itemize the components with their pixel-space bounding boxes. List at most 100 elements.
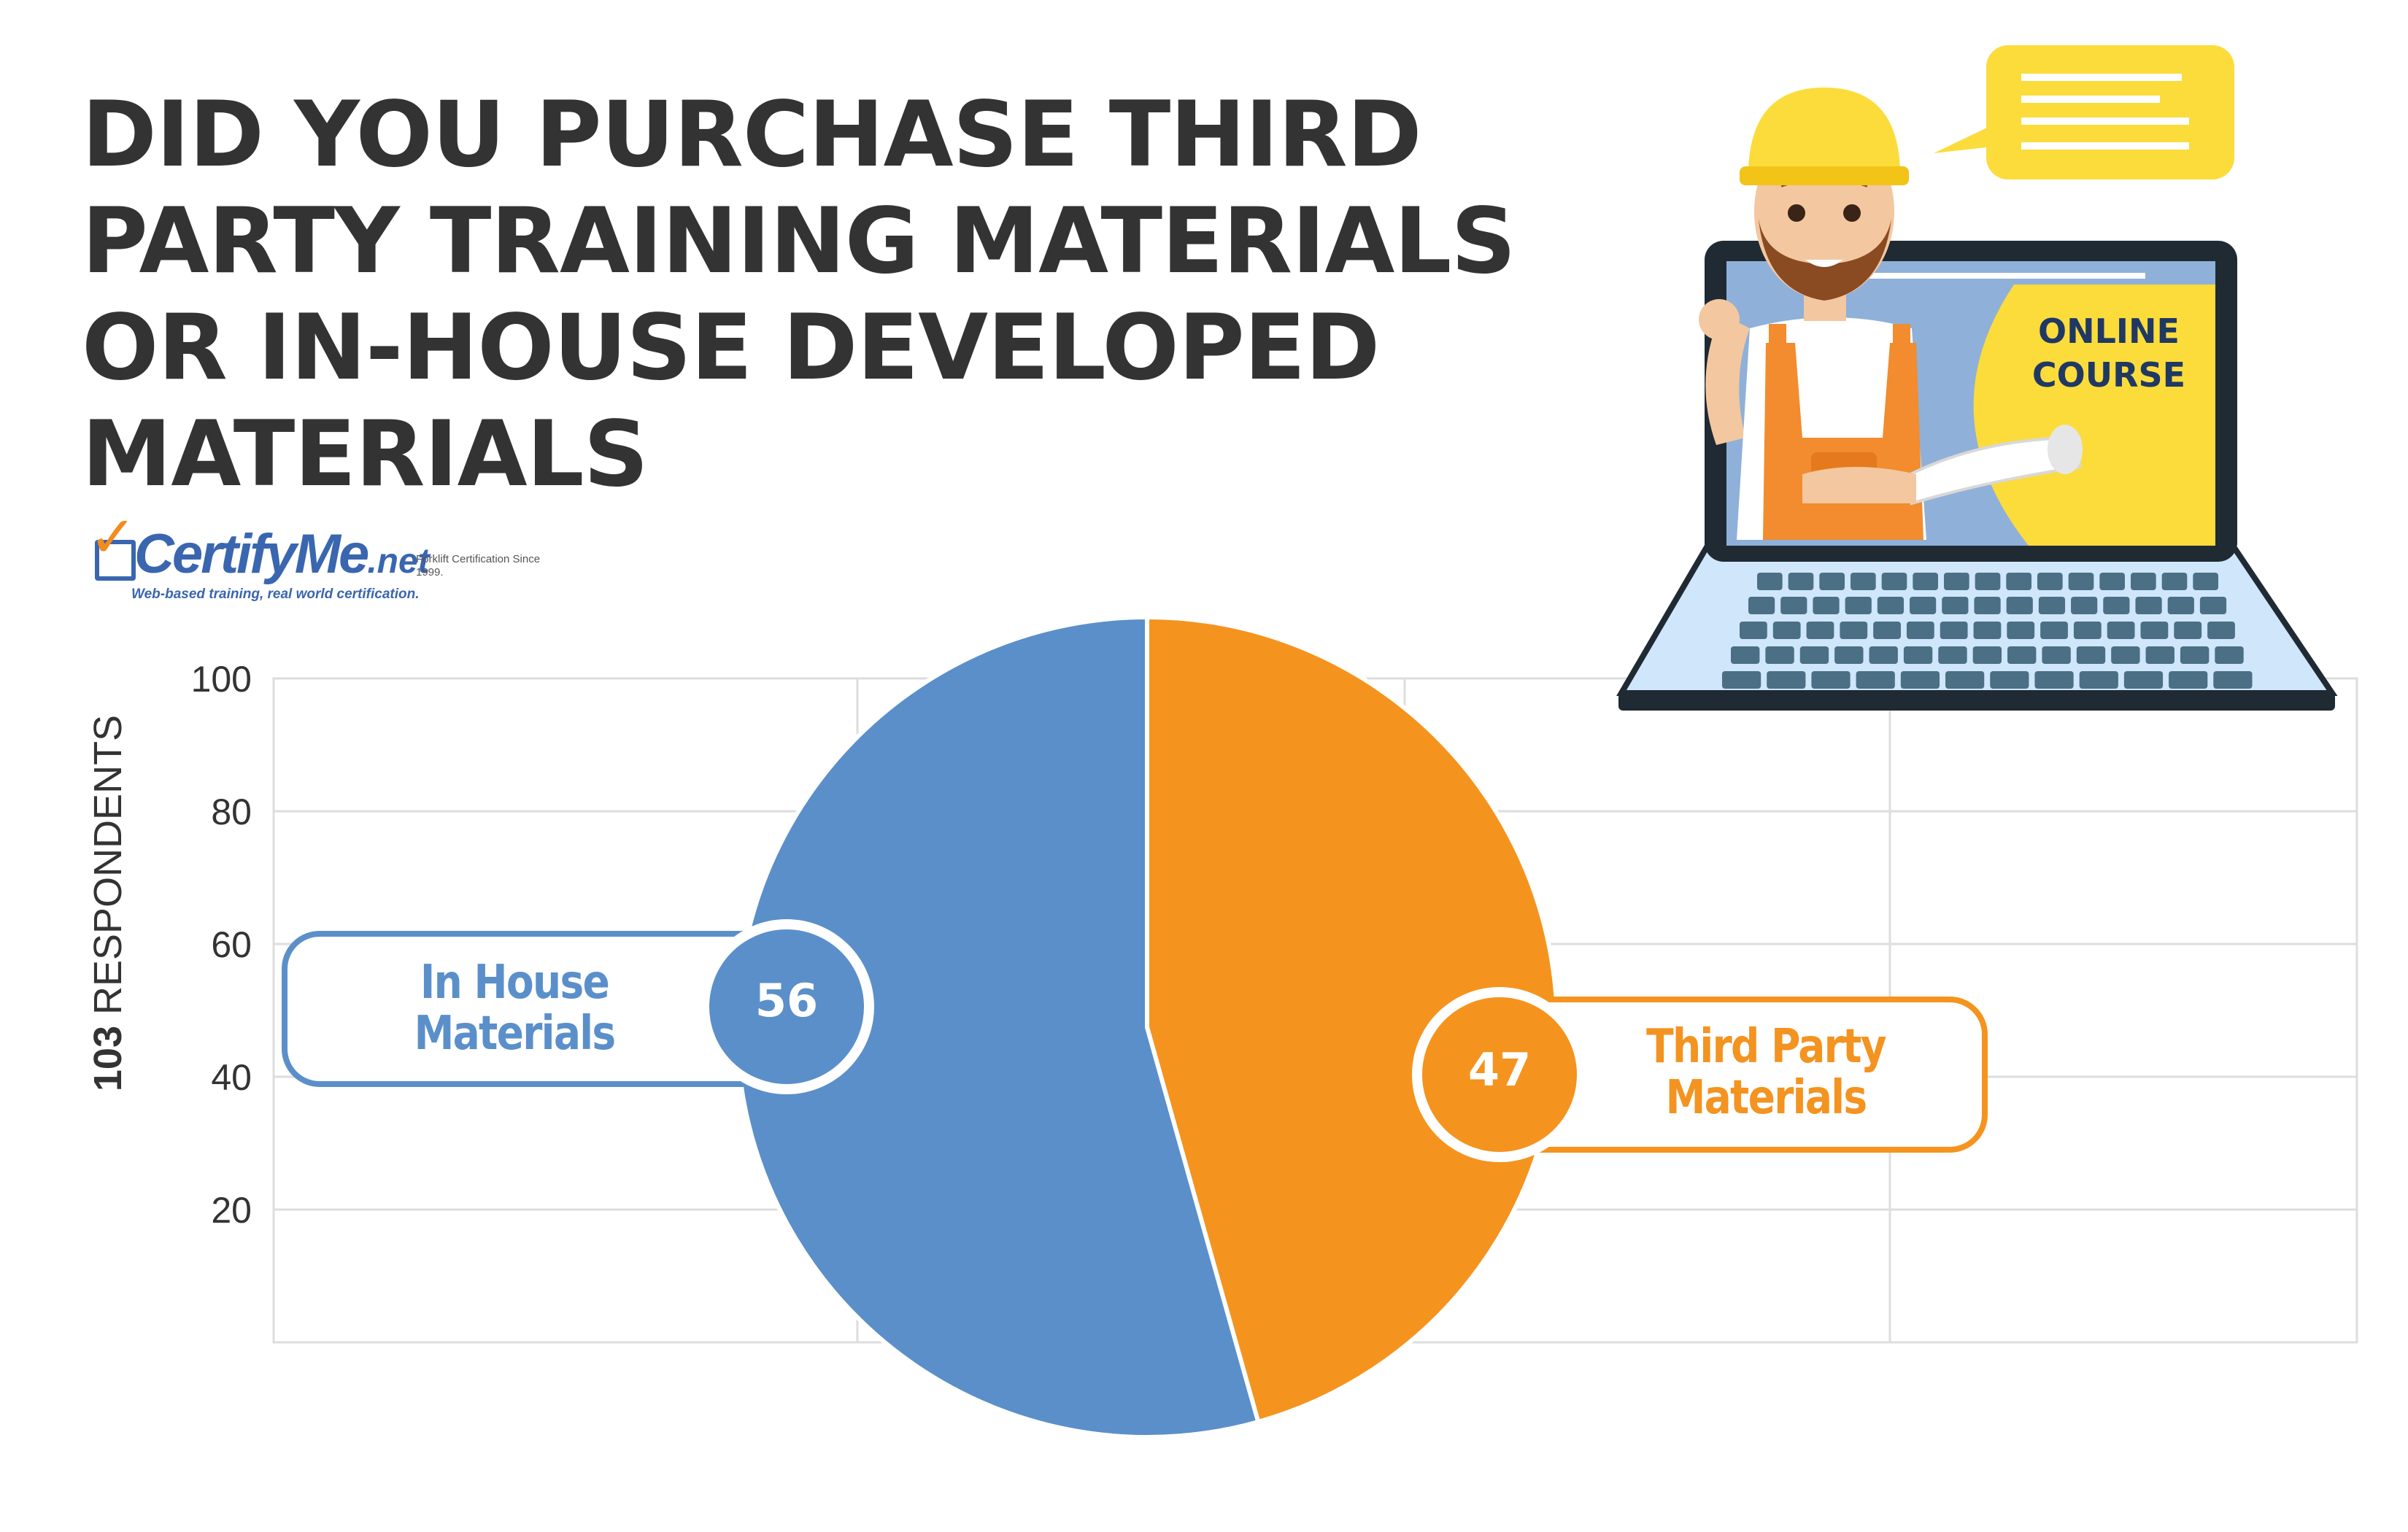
- keyboard-key: [2107, 622, 2135, 639]
- online-course-label: ONLINE COURSE: [2031, 312, 2186, 395]
- keyboard-key: [1973, 622, 2002, 639]
- keyboard-key: [2174, 622, 2202, 639]
- in-house-value-badge: [709, 929, 864, 1084]
- keyboard-key: [1813, 597, 1840, 614]
- keyboard-key: [2131, 573, 2156, 590]
- y-tick-label: 60: [211, 924, 252, 965]
- keyboard-key: [1975, 573, 2001, 590]
- keyboard-icon: [1722, 573, 2253, 689]
- keyboard-key: [2007, 646, 2037, 664]
- keyboard-key: [2123, 671, 2164, 689]
- keyboard-key: [1945, 671, 1985, 689]
- brand-logo: ✓ CertifyMe.net Forklift Certification S…: [89, 509, 556, 610]
- keyboard-key: [2068, 573, 2094, 590]
- keyboard-key: [2006, 573, 2031, 590]
- keyboard-key: [1819, 573, 1845, 590]
- keyboard-key: [1900, 671, 1940, 689]
- keyboard-key: [1811, 671, 1851, 689]
- checkmark-icon: ✓: [89, 505, 137, 570]
- keyboard-key: [1906, 622, 1934, 639]
- keyboard-key: [1974, 597, 2001, 614]
- y-axis-ticks: 20 40 60 80 100: [191, 659, 252, 1231]
- keyboard-key: [2079, 671, 2118, 689]
- pie-slices: [735, 614, 1560, 1439]
- keyboard-key: [1913, 573, 1938, 590]
- title-line-1: DID YOU PURCHASE THIRD: [82, 82, 1422, 187]
- pie-slice-third-party: [1145, 614, 1560, 1425]
- brand-name-tld: .net: [367, 542, 430, 581]
- keyboard-key: [1765, 646, 1794, 664]
- y-tick-label: 80: [211, 792, 252, 832]
- keyboard-key: [1772, 622, 1801, 639]
- keyboard-key: [2135, 597, 2162, 614]
- callouts: [282, 919, 1988, 1162]
- keyboard-key: [2007, 622, 2035, 639]
- keyboard-key: [2140, 622, 2169, 639]
- y-axis-label: 103 RESPONDENTS: [86, 684, 130, 1122]
- keyboard-key: [1722, 671, 1761, 689]
- keyboard-key: [1806, 622, 1834, 639]
- keyboard-key: [1731, 646, 1760, 664]
- keyboard-key: [2215, 646, 2244, 664]
- third-party-value-badge: [1422, 997, 1577, 1152]
- keyboard-key: [1942, 597, 1969, 614]
- title-line-3: OR IN-HOUSE DEVELOPED: [82, 295, 1380, 401]
- keyboard-key: [2180, 646, 2210, 664]
- keyboard-key: [2038, 597, 2066, 614]
- keyboard-key: [1940, 622, 1968, 639]
- keyboard-key: [1767, 671, 1806, 689]
- in-house-value: 56: [755, 974, 819, 1027]
- third-party-value: 47: [1467, 1043, 1532, 1096]
- keyboard-key: [2042, 646, 2071, 664]
- keyboard-key: [1910, 597, 1937, 614]
- keyboard-key: [1869, 646, 1898, 664]
- brand-tagline: Web-based training, real world certifica…: [131, 587, 420, 602]
- keyboard-key: [2207, 622, 2235, 639]
- keyboard-key: [1748, 597, 1775, 614]
- keyboard-key: [1881, 573, 1907, 590]
- keyboard-key: [1851, 573, 1876, 590]
- keyboard-key: [2071, 597, 2098, 614]
- keyboard-key: [1845, 597, 1872, 614]
- keyboard-key: [2145, 646, 2174, 664]
- keyboard-key: [1877, 597, 1905, 614]
- keyboard-key: [2076, 646, 2106, 664]
- keyboard-key: [1873, 622, 1901, 639]
- keyboard-key: [1788, 573, 1814, 590]
- keyboard-key: [1944, 573, 1969, 590]
- keyboard-key: [1972, 646, 2002, 664]
- keyboard-key: [2037, 573, 2063, 590]
- y-tick-label: 40: [211, 1057, 252, 1098]
- keyboard-key: [2213, 671, 2253, 689]
- y-tick-label: 20: [211, 1190, 252, 1231]
- title-line-2: PARTY TRAINING MATERIALS: [82, 189, 1516, 294]
- worker-laptop-illustration: [1616, 45, 2338, 711]
- page-title: DID YOU PURCHASE THIRD PARTY TRAINING MA…: [82, 82, 1651, 508]
- keyboard-key: [2199, 597, 2227, 614]
- keyboard-key: [1780, 597, 1807, 614]
- keyboard-key: [1856, 671, 1895, 689]
- keyboard-key: [2167, 597, 2194, 614]
- keyboard-key: [2034, 671, 2074, 689]
- keyboard-key: [1903, 646, 1933, 664]
- respondents-text: RESPONDENTS: [86, 714, 130, 1015]
- keyboard-key: [1740, 622, 1767, 639]
- checkbox-icon: [95, 540, 136, 581]
- keyboard-key: [2099, 573, 2125, 590]
- keyboard-key: [1840, 622, 1868, 639]
- keyboard-key: [2073, 622, 2102, 639]
- brand-name: CertifyMe.net: [134, 524, 430, 592]
- brand-name-main: CertifyMe: [134, 523, 369, 585]
- keyboard-key: [2169, 671, 2208, 689]
- title-line-4: MATERIALS: [82, 402, 649, 507]
- keyboard-key: [2193, 573, 2218, 590]
- y-tick-label: 100: [191, 659, 252, 700]
- keyboard-key: [1990, 671, 2029, 689]
- in-house-label: In House Materials: [414, 956, 617, 1061]
- respondents-count: 103: [86, 1026, 130, 1092]
- worker-icon: [1699, 88, 2083, 540]
- keyboard-key: [2103, 597, 2130, 614]
- keyboard-key: [1834, 646, 1864, 664]
- keyboard-key: [2040, 622, 2068, 639]
